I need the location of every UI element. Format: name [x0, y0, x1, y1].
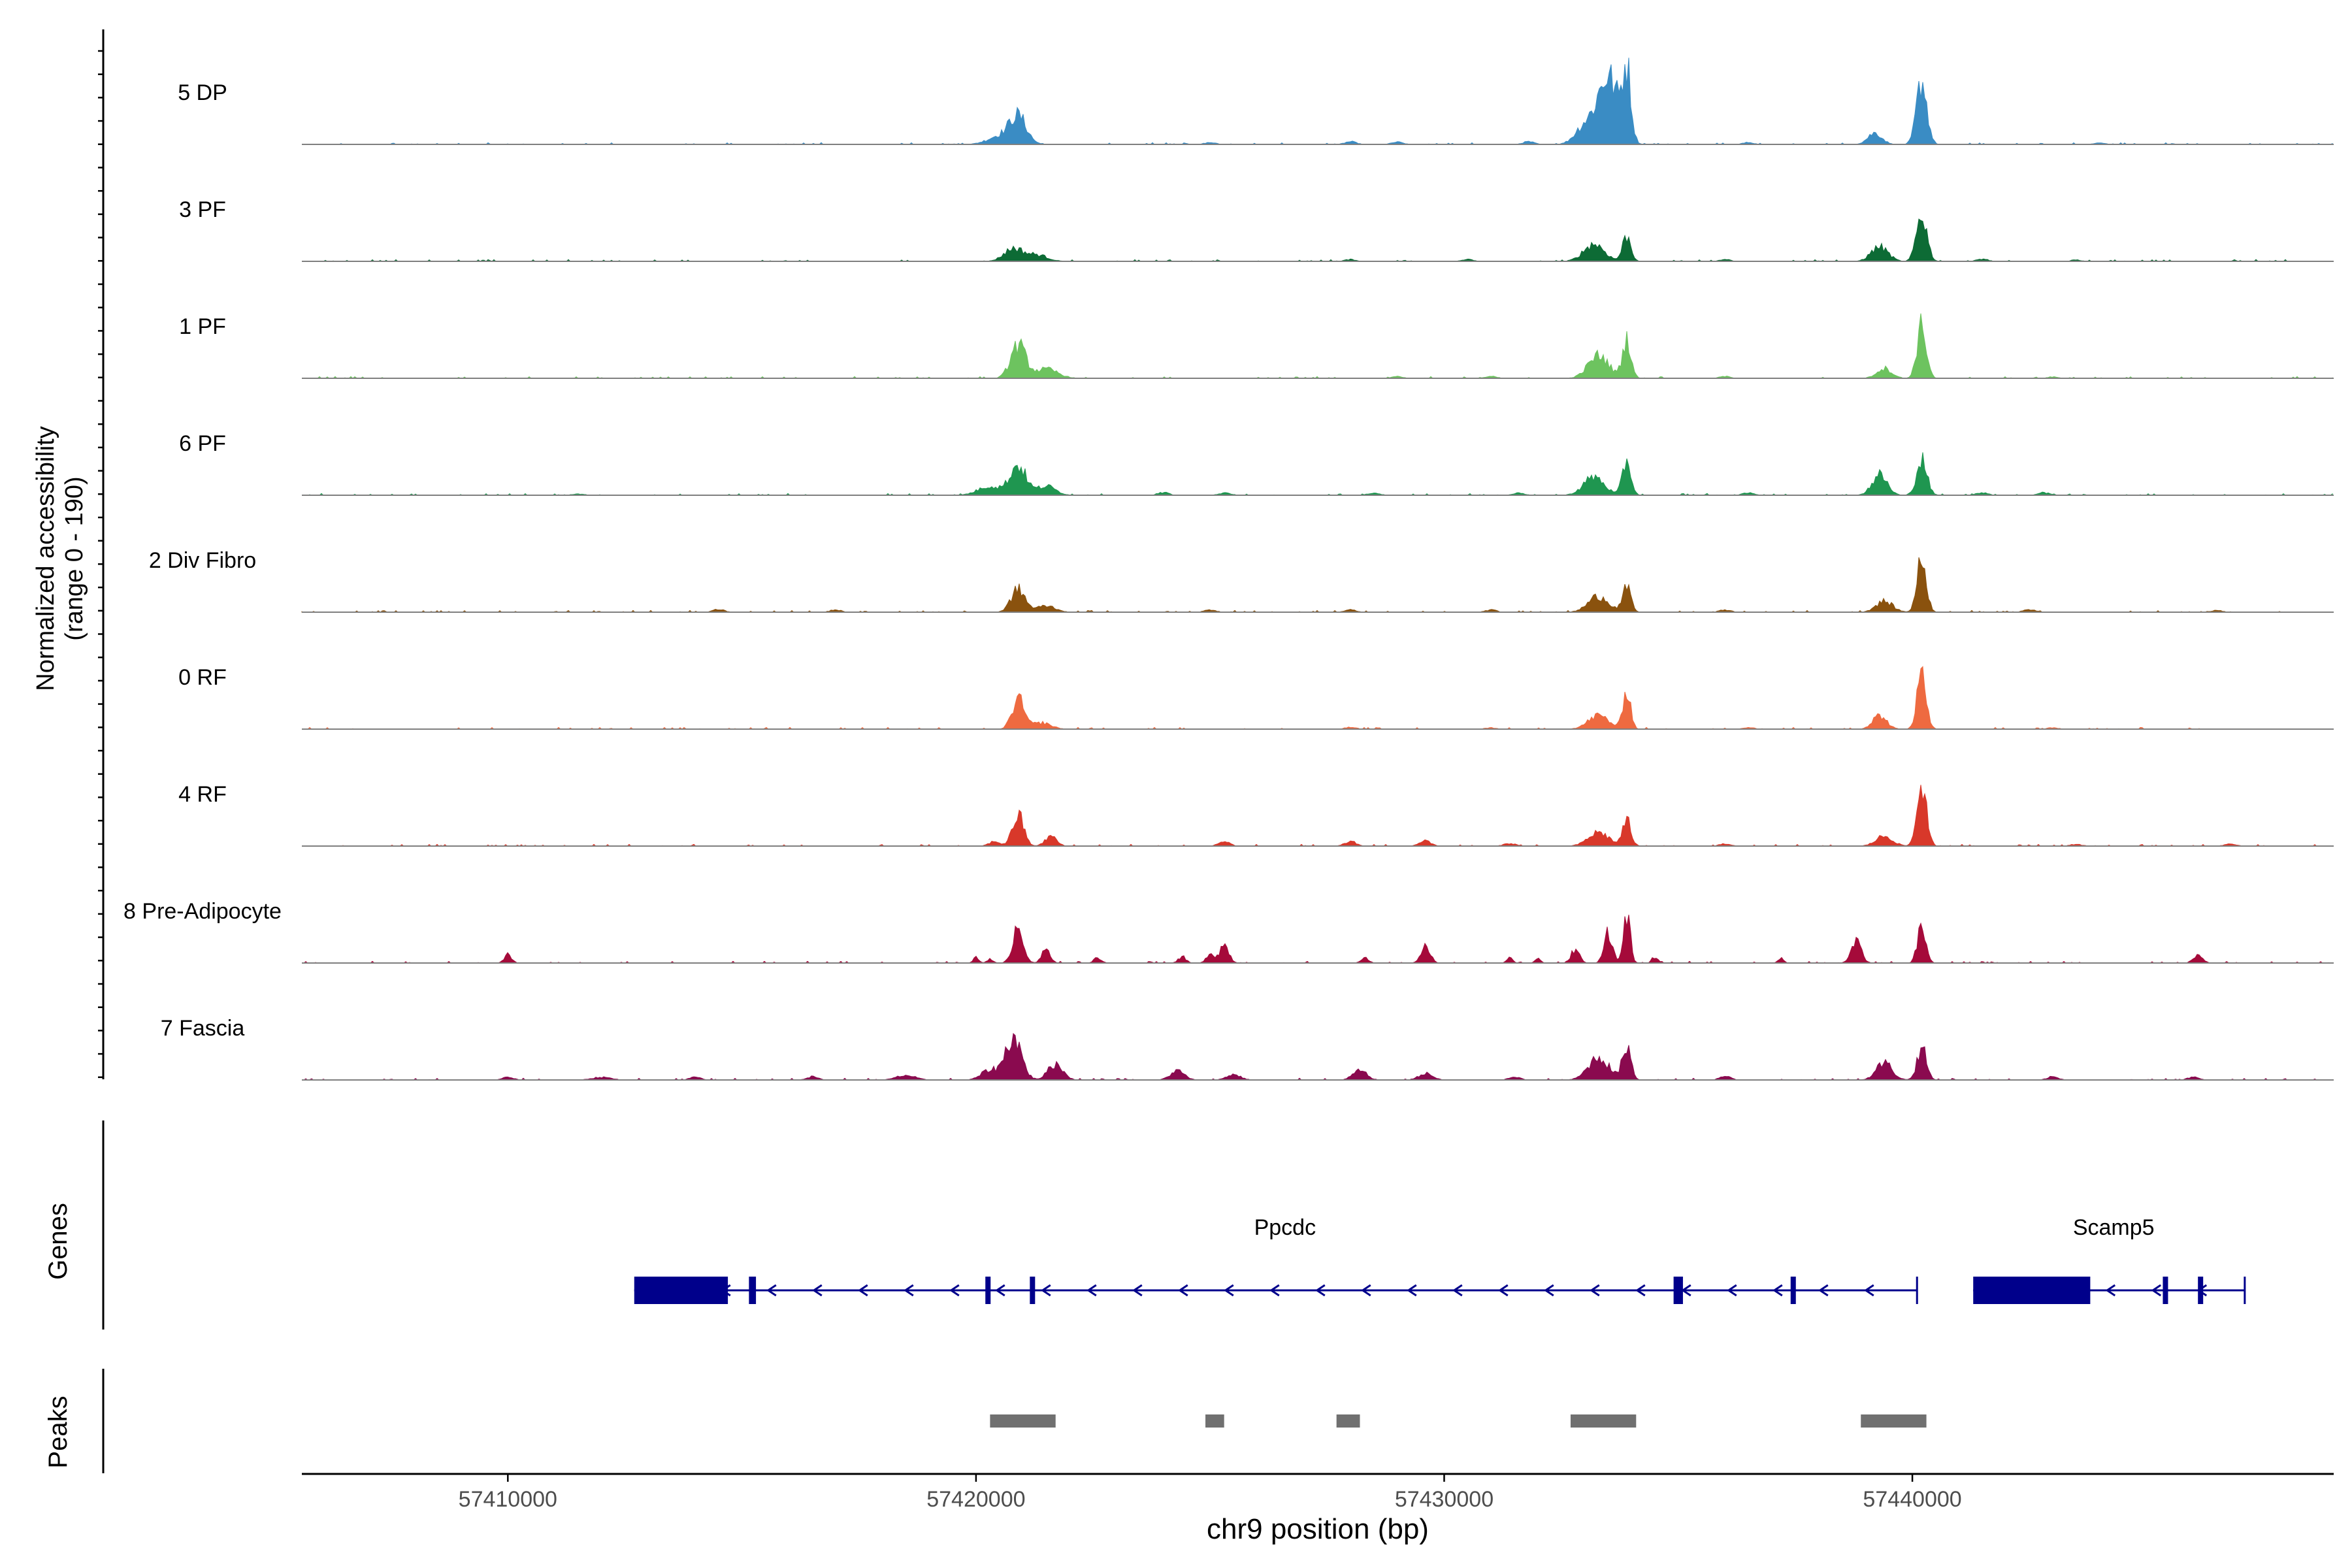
track-label: 0 RF	[178, 665, 227, 690]
strand-chevron	[1544, 1284, 1554, 1297]
coverage-area	[301, 557, 2332, 613]
gene-annotation-track: Ppcdc Scamp5	[634, 1215, 2246, 1304]
strand-chevron	[1727, 1284, 1737, 1297]
coverage-area	[302, 915, 2332, 964]
coverage-y-ticks	[98, 50, 103, 1079]
track-label: 2 Div Fibro	[149, 548, 256, 573]
x-axis-label: chr9 position (bp)	[1207, 1513, 1429, 1545]
track-2-div-fibro: 2 Div Fibro	[149, 548, 2334, 613]
track-label: 5 DP	[178, 80, 227, 105]
track-0-rf: 0 RF	[178, 665, 2334, 730]
gene-exon	[1790, 1277, 1796, 1304]
x-axis-ticks: 57410000 57420000 57430000 57440000	[459, 1474, 1962, 1512]
peaks-label: Peaks	[44, 1396, 73, 1468]
track-label: 1 PF	[179, 314, 226, 339]
track-4-rf: 4 RF	[178, 782, 2334, 847]
strand-chevron	[1590, 1284, 1600, 1297]
strand-chevron	[1818, 1284, 1829, 1297]
gene-exon	[1673, 1277, 1683, 1304]
strand-chevron	[1452, 1284, 1463, 1297]
strand-chevron	[1269, 1284, 1280, 1297]
coverage-area	[302, 313, 2333, 379]
gene-label: Scamp5	[2073, 1215, 2155, 1240]
strand-chevron	[1315, 1284, 1326, 1297]
strand-chevron	[1864, 1284, 1874, 1297]
strand-chevron	[949, 1284, 960, 1297]
peak-region	[990, 1414, 1056, 1428]
coverage-area	[302, 785, 2332, 847]
coverage-tracks: 5 DP 3 PF 1 PF 6 PF 2 Div Fibro 0 RF 4 RF 8 Pre…	[123, 57, 2334, 1081]
gene-exon	[985, 1277, 991, 1304]
strand-chevron	[1041, 1284, 1051, 1297]
strand-chevron	[1772, 1284, 1783, 1297]
strand-chevron	[766, 1284, 777, 1297]
gene-label: Ppcdc	[1254, 1215, 1316, 1240]
strand-chevron	[1224, 1284, 1234, 1297]
strand-chevron	[858, 1284, 868, 1297]
peak-region	[1336, 1414, 1360, 1428]
y-label-line2-text: (range 0 - 190)	[61, 476, 88, 640]
gene-utr-block	[634, 1277, 728, 1304]
gene-exon	[1030, 1277, 1036, 1304]
track-6-pf: 6 PF	[179, 431, 2334, 496]
gene-scamp5: Scamp5	[1973, 1215, 2246, 1304]
gene-utr-block	[1973, 1277, 2091, 1304]
x-tick-label: 57410000	[459, 1487, 557, 1512]
coverage-area	[302, 1032, 2332, 1081]
track-5-dp: 5 DP	[178, 57, 2334, 145]
strand-chevron	[812, 1284, 823, 1297]
strand-chevron	[1086, 1284, 1097, 1297]
gene-exon	[749, 1277, 757, 1304]
track-3-pf: 3 PF	[179, 197, 2334, 262]
peak-region	[1570, 1414, 1637, 1428]
track-1-pf: 1 PF	[179, 313, 2334, 379]
coverage-area	[302, 666, 2332, 730]
track-label: 8 Pre-Adipocyte	[123, 899, 282, 924]
strand-chevron	[1361, 1284, 1371, 1297]
strand-chevron	[1498, 1284, 1509, 1297]
track-label: 4 RF	[178, 782, 227, 807]
track-label: 3 PF	[179, 197, 226, 222]
coverage-area	[302, 57, 2333, 145]
x-tick-label: 57440000	[1863, 1487, 1961, 1512]
track-8-pre-adipocyte: 8 Pre-Adipocyte	[123, 899, 2334, 964]
y-label-line1-text: Normalized accessibility	[32, 426, 59, 691]
strand-chevron	[1407, 1284, 1417, 1297]
peak-region	[1861, 1414, 1927, 1428]
track-label: 7 Fascia	[161, 1016, 245, 1041]
gene-exon	[2163, 1277, 2168, 1304]
strand-chevron	[995, 1284, 1005, 1297]
track-label: 6 PF	[179, 431, 226, 456]
coverage-area	[302, 218, 2332, 262]
peak-regions-track	[990, 1414, 1927, 1428]
coverage-area	[302, 452, 2333, 496]
strand-chevron	[2105, 1284, 2116, 1297]
peak-region	[1205, 1414, 1224, 1428]
track-7-fascia: 7 Fascia	[161, 1016, 2334, 1081]
strand-chevron	[2151, 1284, 2162, 1297]
gene-exon	[2198, 1277, 2204, 1304]
strand-chevron	[1132, 1284, 1143, 1297]
strand-chevron	[904, 1284, 914, 1297]
strand-chevron	[1178, 1284, 1188, 1297]
genes-label: Genes	[44, 1203, 73, 1280]
strand-chevron	[1635, 1284, 1646, 1297]
gene-ppcdc: Ppcdc	[634, 1215, 1918, 1304]
x-tick-label: 57420000	[926, 1487, 1025, 1512]
x-tick-label: 57430000	[1395, 1487, 1494, 1512]
